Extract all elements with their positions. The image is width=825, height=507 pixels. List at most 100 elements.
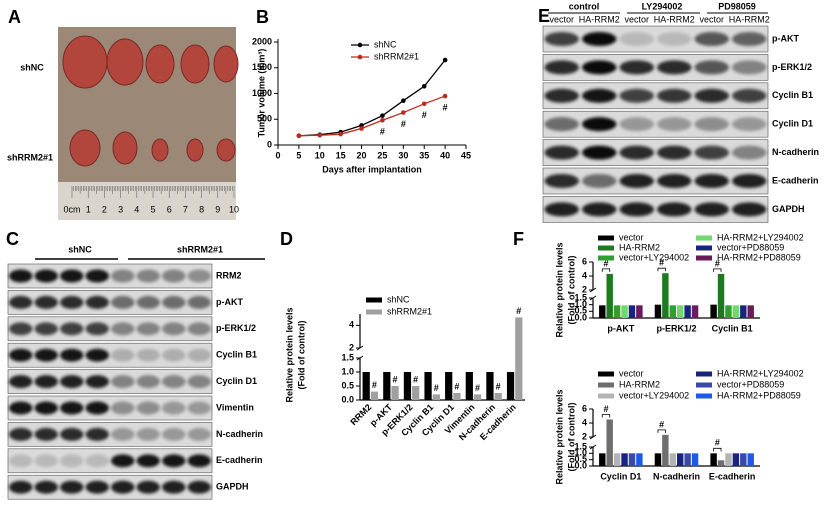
y-tick-label: 2 [349,342,354,352]
blot-band [619,88,654,103]
blot-band [60,348,84,362]
tumor [145,44,175,84]
blot-band [85,454,109,468]
data-point [296,133,302,139]
blot-band [162,295,186,309]
bar [669,305,676,318]
blot-band [111,454,135,468]
bar [506,372,515,400]
blot-band [85,375,109,389]
blot-band [111,480,135,494]
legend-label: HA-RRM2+PD88059 [717,252,801,262]
blot-band [34,269,58,283]
y-tick-label: 2 [582,284,587,294]
y-tick-label: 0 [267,139,272,149]
blot-band [162,322,186,336]
bar [606,273,613,318]
bar [445,372,453,400]
bar [473,394,482,400]
legend-swatch [696,235,712,241]
row-label: shNC [20,62,44,72]
row-label: E-cadherin [216,455,263,465]
bar [747,305,754,318]
x-tick-label: 20 [357,150,367,160]
data-point [380,117,385,123]
tumor [186,138,204,162]
blot-band [162,375,186,389]
tumor [151,138,169,162]
legend-label: shNC [374,39,397,49]
blot-band [619,117,654,132]
blot-band [694,173,729,189]
blot-band [85,480,109,494]
blot-band [732,88,767,103]
row-label: GAPDH [772,204,805,214]
blot-band [619,60,654,75]
tumor [69,129,101,167]
blot-band [187,295,211,309]
blot-band [85,427,109,441]
annotation: # [659,258,664,268]
data-point [338,131,343,137]
y-tick-label: 1.5 [574,441,587,451]
blot-band [187,480,211,494]
blot-band [732,145,767,160]
y-axis-label: (Fold of control) [566,256,576,325]
blot-band [694,145,729,160]
row-label: p-AKT [216,297,243,307]
bar [486,372,494,400]
blot-band [162,480,186,494]
legend-swatch [598,245,614,251]
bar [453,393,461,400]
y-tick-label: 0.0 [574,312,587,322]
blot-band [111,322,135,336]
blot-band [732,60,767,75]
x-tick-label: N-cadherin [653,471,700,481]
legend-label: vector+LY294002 [619,252,689,262]
bar [747,453,754,466]
annotation: # [475,383,480,393]
ruler-label: 1 [86,204,91,214]
bracket [713,268,722,272]
bar [725,305,732,318]
blot-band [162,454,186,468]
bar [684,453,691,466]
blot-band [732,202,767,217]
group-label: shNC [68,244,92,254]
bar [740,305,747,318]
bar [621,305,628,318]
legend-label: shRRM2#1 [387,306,432,316]
blot-band [60,480,84,494]
bar [717,273,725,318]
data-point [442,57,448,63]
blot-band [657,88,692,103]
y-tick-label: 0.5 [574,306,587,316]
legend-swatch [696,245,712,251]
bracket [601,414,611,418]
panel-label: C [6,229,19,249]
ruler-label: 7 [183,204,188,214]
bar [432,394,440,400]
blot-band [162,427,186,441]
ruler-label: 6 [167,204,172,214]
blot-band [544,88,579,103]
ruler-label: 3 [118,204,123,214]
blot-band [657,31,692,47]
blot-band [544,117,579,132]
y-tick-label: 1.5 [574,292,587,302]
blot-band [111,348,135,362]
legend-swatch [366,297,382,303]
legend-label: vector [619,368,644,378]
annotation: # [496,381,501,391]
blot-band [9,348,33,362]
row-label: GAPDH [216,482,249,492]
blot-band [187,454,211,468]
blot-band [9,295,33,309]
bar [662,273,669,318]
blot-band [85,295,109,309]
bar [677,453,684,466]
y-axis-label: Tumor volume (mm³) [256,49,266,138]
x-tick-label: 5 [296,150,301,160]
bar [412,386,420,400]
